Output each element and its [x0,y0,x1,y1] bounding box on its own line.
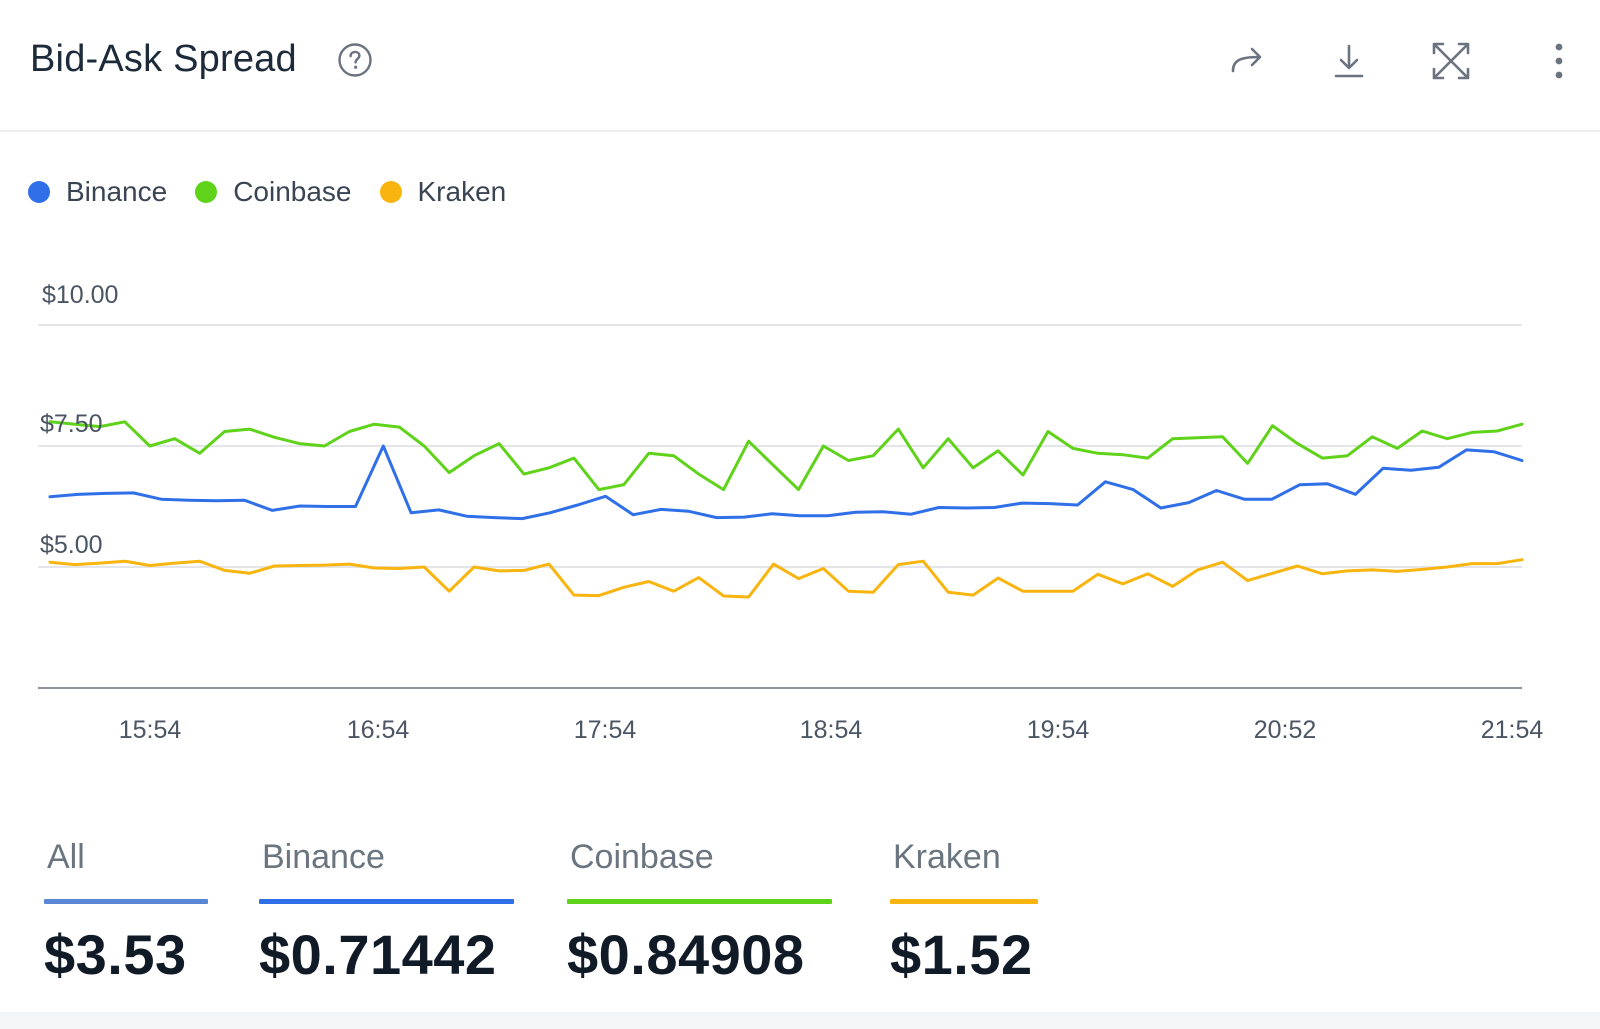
share-button[interactable] [1224,38,1270,84]
y-tick-label: $5.00 [40,531,103,559]
stat-value: $3.53 [44,923,187,986]
stat-underline [890,899,1038,904]
legend-dot-coinbase [195,181,218,203]
legend-label: Coinbase [233,176,352,207]
legend-label: Binance [66,176,168,207]
stat-coinbase[interactable]: Coinbase $0.84908 [567,838,832,987]
stat-label: Coinbase [570,838,714,876]
x-tick-label: 21:54 [1481,716,1544,744]
stat-value: $0.71442 [259,923,497,986]
series-line-binance [48,444,1524,521]
stat-label: Kraken [893,838,1001,876]
stat-kraken[interactable]: Kraken $1.52 [890,838,1038,987]
fullscreen-button[interactable] [1428,38,1474,84]
stat-underline [44,899,208,904]
more-options-button[interactable] [1536,38,1582,84]
stat-value: $0.84908 [567,923,805,986]
legend-dot-kraken [379,181,402,203]
y-tick-label: $7.50 [40,410,103,438]
stat-label: Binance [262,838,385,876]
y-tick-label: $10.00 [42,281,118,309]
series-line-coinbase [48,420,1524,492]
stat-underline [259,899,514,904]
x-tick-label: 16:54 [347,716,410,744]
legend-item-binance[interactable]: Binance [28,176,167,208]
stat-label: All [47,838,85,876]
x-tick-label: 15:54 [119,716,182,744]
x-tick-label: 18:54 [800,716,863,744]
chart-header: Bid-Ask Spread [0,0,1600,132]
help-icon[interactable] [337,42,373,78]
fullscreen-icon [1432,42,1470,80]
stat-value: $1.52 [890,923,1033,986]
stat-binance[interactable]: Binance $0.71442 [259,838,514,987]
download-icon [1334,44,1364,78]
legend-dot-binance [28,181,50,203]
bottom-edge [0,1012,1600,1029]
legend-item-coinbase[interactable]: Coinbase [195,176,352,208]
download-button[interactable] [1326,38,1372,84]
share-icon [1231,47,1262,73]
series-line-kraken [48,558,1524,599]
stat-all[interactable]: All $3.53 [44,838,208,987]
x-tick-label: 19:54 [1027,716,1090,744]
more-vertical-icon [1555,43,1563,79]
stat-underline [567,899,832,904]
chart-legend: Binance Coinbase Kraken [28,172,534,212]
chart-title: Bid-Ask Spread [30,38,297,80]
legend-item-kraken[interactable]: Kraken [379,176,507,208]
line-chart[interactable]: $10.00 $7.50 $5.00 15:54 16:54 17:54 18:54 19:5… [0,260,1600,780]
x-tick-label: 20:52 [1254,716,1317,744]
legend-label: Kraken [417,176,507,207]
x-tick-label: 17:54 [574,716,637,744]
